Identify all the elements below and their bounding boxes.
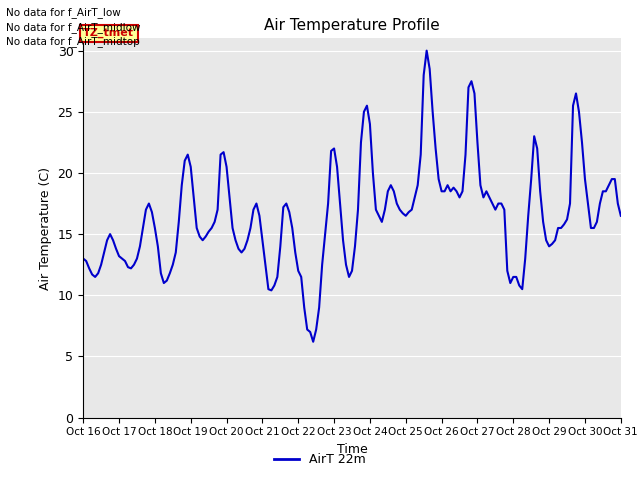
Text: TZ_tmet: TZ_tmet [83, 28, 134, 38]
Y-axis label: Air Temperature (C): Air Temperature (C) [39, 167, 52, 289]
Text: No data for f_AirT_low: No data for f_AirT_low [6, 7, 121, 18]
X-axis label: Time: Time [337, 443, 367, 456]
Text: No data for f_AirT_midtop: No data for f_AirT_midtop [6, 36, 140, 47]
Text: No data for f_AirT_midlow: No data for f_AirT_midlow [6, 22, 141, 33]
Title: Air Temperature Profile: Air Temperature Profile [264, 18, 440, 33]
Legend: AirT 22m: AirT 22m [269, 448, 371, 471]
